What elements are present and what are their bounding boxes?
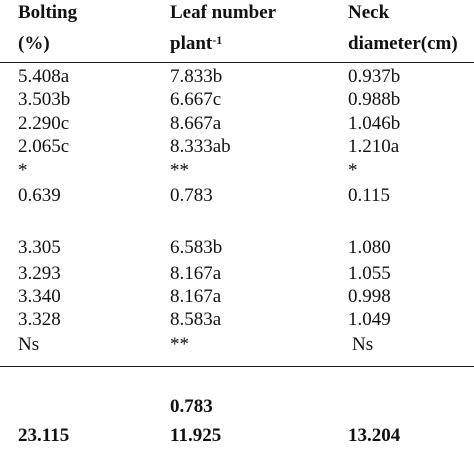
table-cell: 0.115 xyxy=(348,185,391,206)
table-cell: 6.583b xyxy=(170,237,223,258)
total-cell: 23.115 xyxy=(18,425,70,446)
table-cell: 0.937b xyxy=(348,66,401,87)
table-cell: 1.210a xyxy=(348,136,400,157)
table-cell: 1.046b xyxy=(348,113,401,134)
header-cell: diameter(cm) xyxy=(348,33,458,54)
table-cell: 0.783 xyxy=(170,185,213,206)
header-rule xyxy=(0,62,474,63)
header-cell: Neck xyxy=(348,2,390,23)
table-cell: 8.167a xyxy=(170,286,222,307)
header-cell: plant-1 xyxy=(170,33,223,54)
table-cell: 0.998 xyxy=(348,286,391,307)
section-rule xyxy=(0,366,474,367)
table-cell: 1.080 xyxy=(348,237,391,258)
header-cell: Leaf number xyxy=(170,2,277,23)
table-cell: 1.049 xyxy=(348,309,391,330)
table-cell: ** xyxy=(170,160,189,181)
table-cell: 8.667a xyxy=(170,113,222,134)
table-cell: 8.167a xyxy=(170,263,222,284)
table-cell: 0.639 xyxy=(18,185,61,206)
table-cell: 3.305 xyxy=(18,237,61,258)
table-cell: 2.290c xyxy=(18,113,70,134)
table-cell: 2.065c xyxy=(18,136,70,157)
table-cell: 8.333ab xyxy=(170,136,231,157)
table-cell: Ns xyxy=(352,334,374,355)
table-cell: 3.503b xyxy=(18,89,71,110)
table-cell: 3.340 xyxy=(18,286,61,307)
table-cell: Ns xyxy=(18,334,40,355)
total-cell: 11.925 xyxy=(170,425,222,446)
footer-cell: 0.783 xyxy=(170,396,213,417)
table-cell: 6.667c xyxy=(170,89,222,110)
table-cell: 8.583a xyxy=(170,309,222,330)
header-cell: (%) xyxy=(18,33,50,54)
table-cell: * xyxy=(348,160,358,181)
header-cell: Bolting xyxy=(18,2,78,23)
total-cell: 13.204 xyxy=(348,425,401,446)
table-cell: 3.293 xyxy=(18,263,61,284)
table-cell: 0.988b xyxy=(348,89,401,110)
table-cell: 7.833b xyxy=(170,66,223,87)
table-cell: 5.408a xyxy=(18,66,70,87)
table-cell: 1.055 xyxy=(348,263,391,284)
superscript: -1 xyxy=(212,33,223,47)
table-cell: * xyxy=(18,160,28,181)
table-cell: ** xyxy=(170,334,189,355)
table-cell: 3.328 xyxy=(18,309,61,330)
